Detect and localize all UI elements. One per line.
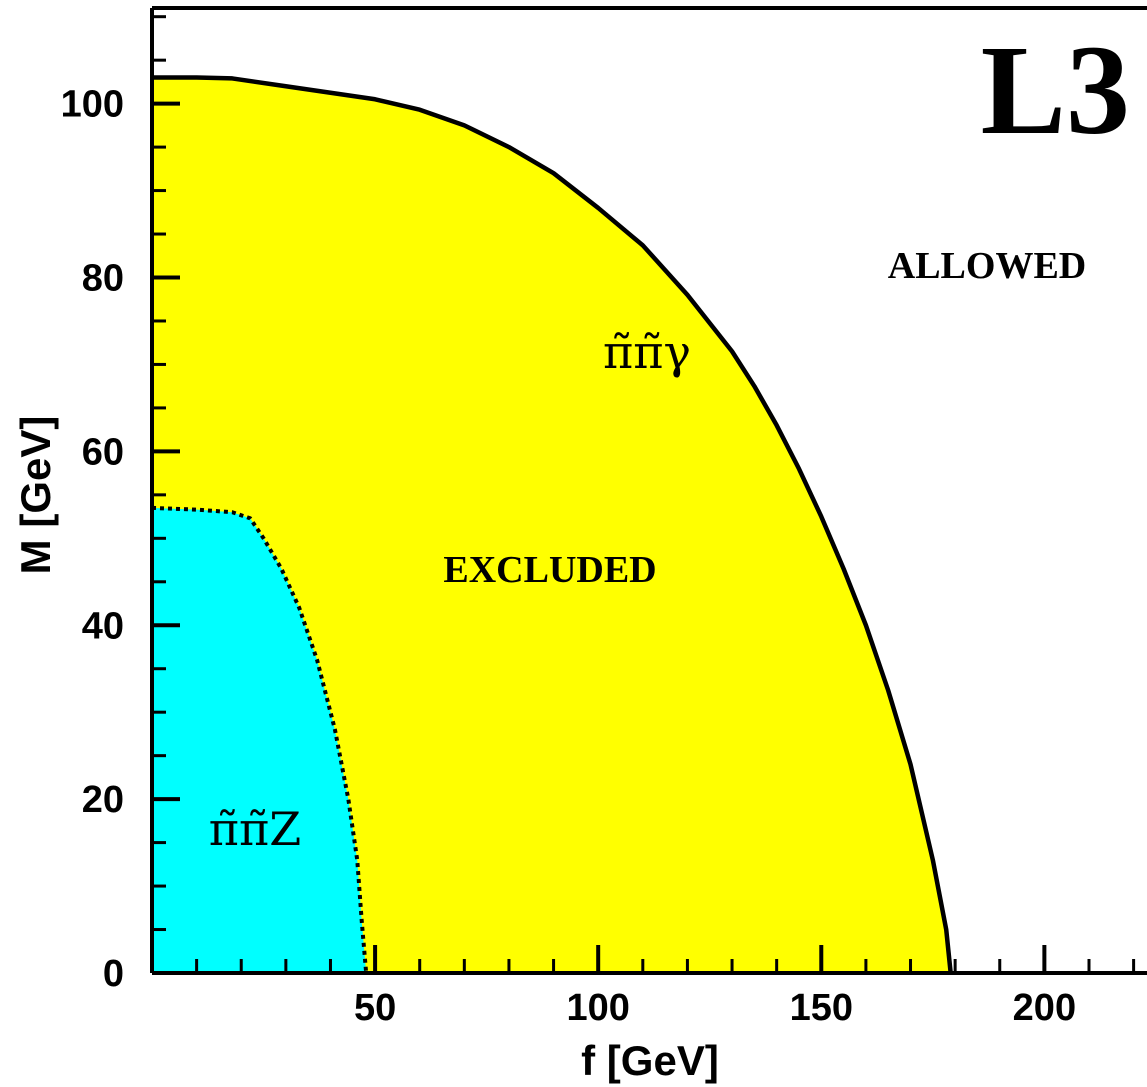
excluded-label: EXCLUDED: [443, 549, 656, 591]
axes: [150, 6, 1147, 975]
y-tick-label: 100: [61, 84, 124, 126]
x-axis-label: f [GeV]: [581, 1037, 719, 1084]
y-tick-label: 60: [82, 431, 124, 473]
x-tick-label: 100: [566, 987, 629, 1029]
boundaries: [151, 75, 953, 974]
ticks: 50 100 150 200 0 20 40 60 80 100: [61, 15, 1136, 1029]
x-tick-label: 200: [1013, 987, 1076, 1029]
y-tick-label: 20: [82, 779, 124, 821]
x-tick-label: 50: [354, 987, 396, 1029]
z-exclusion-region: [152, 507, 367, 973]
y-tick-label: 80: [82, 258, 124, 300]
y-tick-label: 40: [82, 605, 124, 647]
x-tick-label: 150: [790, 987, 853, 1029]
z-boundary-line: [151, 505, 369, 974]
allowed-label: ALLOWED: [888, 245, 1086, 287]
z-channel-label: π̃π̃Z: [209, 802, 301, 856]
regions: [152, 77, 951, 973]
gamma-boundary-line: [152, 75, 953, 974]
y-axis-label: M [GeV]: [12, 416, 59, 575]
y-tick-label: 0: [103, 953, 124, 995]
experiment-logo: L3: [981, 19, 1130, 161]
gamma-exclusion-region: [152, 77, 951, 973]
gamma-channel-label: π̃π̃γ: [603, 325, 691, 379]
